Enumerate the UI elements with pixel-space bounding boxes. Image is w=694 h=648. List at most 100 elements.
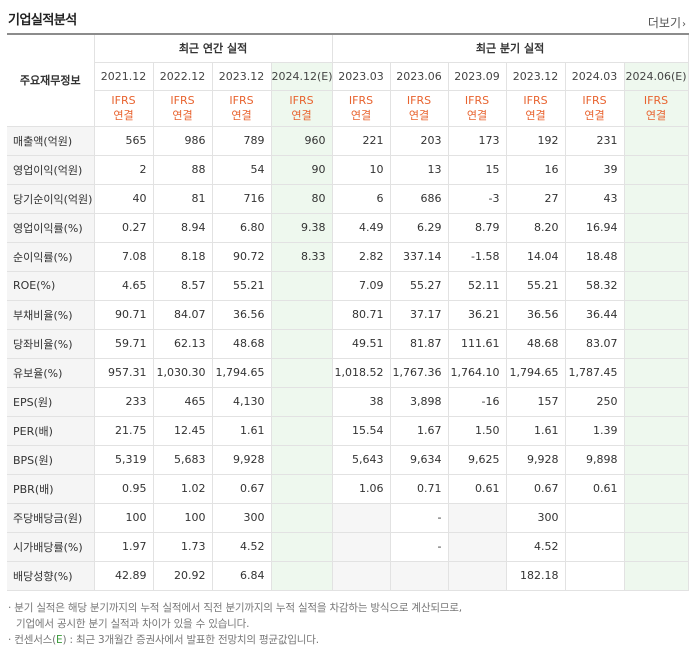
value-cell (270, 357, 333, 388)
value-cell: 9,898 (564, 444, 625, 475)
ifrs-header: IFRS 연결 (564, 89, 625, 127)
consolidated-label: 연결 (172, 109, 193, 122)
value-cell: 36.21 (447, 299, 507, 330)
table-row: 매출액(억원) 565 986 789 960 221 203 173 192 231 (7, 125, 689, 156)
row-label: 당좌비율(%) (7, 328, 95, 359)
consolidated-label: 연결 (645, 109, 667, 122)
value-cell: 4,130 (211, 386, 272, 417)
value-cell: 7.08 (93, 241, 154, 272)
value-cell: 1,767.36 (389, 357, 449, 388)
value-cell: 0.67 (505, 473, 566, 504)
value-cell: -16 (447, 386, 507, 417)
value-cell: 6 (331, 183, 391, 214)
value-cell (623, 386, 689, 417)
value-cell: 36.56 (211, 299, 272, 330)
consolidated-label: 연결 (466, 109, 488, 122)
value-cell: 957.31 (93, 357, 154, 388)
value-cell: 4.65 (93, 270, 154, 301)
value-cell (270, 328, 333, 359)
value-cell: 1,764.10 (447, 357, 507, 388)
value-cell (270, 299, 333, 330)
value-cell: 36.44 (564, 299, 625, 330)
value-cell (389, 560, 449, 591)
value-cell: 565 (93, 125, 154, 156)
value-cell (623, 328, 689, 359)
value-cell: 5,319 (93, 444, 154, 475)
value-cell: 182.18 (505, 560, 566, 591)
value-cell: 8.20 (505, 212, 566, 243)
value-cell: 37.17 (389, 299, 449, 330)
ifrs-header: IFRS 연결 (623, 89, 689, 127)
row-label: 시가배당률(%) (7, 531, 95, 562)
consolidated-label: 연결 (291, 109, 312, 122)
row-label: PBR(배) (7, 473, 95, 504)
ifrs-header: IFRS 연결 (270, 89, 333, 127)
value-cell: 48.68 (505, 328, 566, 359)
value-cell: 16.94 (564, 212, 625, 243)
value-cell: 8.79 (447, 212, 507, 243)
value-cell: 15.54 (331, 415, 391, 446)
value-cell: - (389, 502, 449, 533)
value-cell: 1.61 (211, 415, 272, 446)
value-cell: 21.75 (93, 415, 154, 446)
footnote-1: · 분기 실적은 해당 분기까지의 누적 실적에서 직전 분기까지의 누적 실적… (8, 602, 462, 614)
value-cell: 43 (564, 183, 625, 214)
value-cell: 58.32 (564, 270, 625, 301)
period-header: 2024.12(E) (270, 61, 333, 91)
value-cell: 1.97 (93, 531, 154, 562)
row-label: 배당성향(%) (7, 560, 95, 591)
ifrs-label: IFRS (406, 94, 432, 107)
consolidated-label: 연결 (525, 109, 546, 122)
ifrs-header: IFRS 연결 (447, 89, 507, 127)
value-cell: 1.06 (331, 473, 391, 504)
period-header: 2024.03 (564, 61, 625, 91)
value-cell: 20.92 (152, 560, 213, 591)
corner-label: 주요재무정보 (7, 33, 95, 127)
ifrs-label: IFRS (289, 94, 314, 107)
value-cell: 233 (93, 386, 154, 417)
row-label: BPS(원) (7, 444, 95, 475)
row-label: 영업이익(억원) (7, 154, 95, 185)
value-cell: 55.27 (389, 270, 449, 301)
value-cell: 6.80 (211, 212, 272, 243)
ifrs-header: IFRS 연결 (211, 89, 272, 127)
section-title: 기업실적분석 (8, 13, 77, 28)
value-cell: 1.50 (447, 415, 507, 446)
value-cell (331, 502, 391, 533)
value-cell: 9,928 (505, 444, 566, 475)
period-header: 2021.12 (93, 61, 154, 91)
value-cell: 2.82 (331, 241, 391, 272)
value-cell: 2 (93, 154, 154, 185)
value-cell: 6.29 (389, 212, 449, 243)
period-header: 2023.03 (331, 61, 391, 91)
consolidated-label: 연결 (408, 109, 430, 122)
more-link[interactable]: 더보기› (648, 14, 686, 31)
value-cell: 12.45 (152, 415, 213, 446)
footnote-1-text: 분기 실적은 해당 분기까지의 누적 실적에서 직전 분기까지의 누적 실적을 … (14, 602, 462, 614)
value-cell: 231 (564, 125, 625, 156)
value-cell: 80.71 (331, 299, 391, 330)
value-cell (623, 415, 689, 446)
value-cell: 90 (270, 154, 333, 185)
table-row: 주당배당금(원) 100 100 300-300 (7, 502, 689, 533)
value-cell: 1,787.45 (564, 357, 625, 388)
ifrs-label: IFRS (464, 94, 490, 107)
value-cell (623, 241, 689, 272)
value-cell: 49.51 (331, 328, 391, 359)
value-cell: 250 (564, 386, 625, 417)
table-row: EPS(원) 233 465 4,130 38 3,898 -16 157 250 (7, 386, 689, 417)
value-cell: 111.61 (447, 328, 507, 359)
value-cell (623, 212, 689, 243)
value-cell: 6.84 (211, 560, 272, 591)
value-cell: 157 (505, 386, 566, 417)
value-cell (623, 357, 689, 388)
value-cell: 1.02 (152, 473, 213, 504)
row-label: 매출액(억원) (7, 125, 95, 156)
footnote-2-prefix: 컨센서스( (14, 634, 57, 646)
value-cell: 40 (93, 183, 154, 214)
value-cell: 4.49 (331, 212, 391, 243)
value-cell (623, 125, 689, 156)
row-label: EPS(원) (7, 386, 95, 417)
group-quarter: 최근 분기 실적 (331, 33, 689, 63)
value-cell: 42.89 (93, 560, 154, 591)
